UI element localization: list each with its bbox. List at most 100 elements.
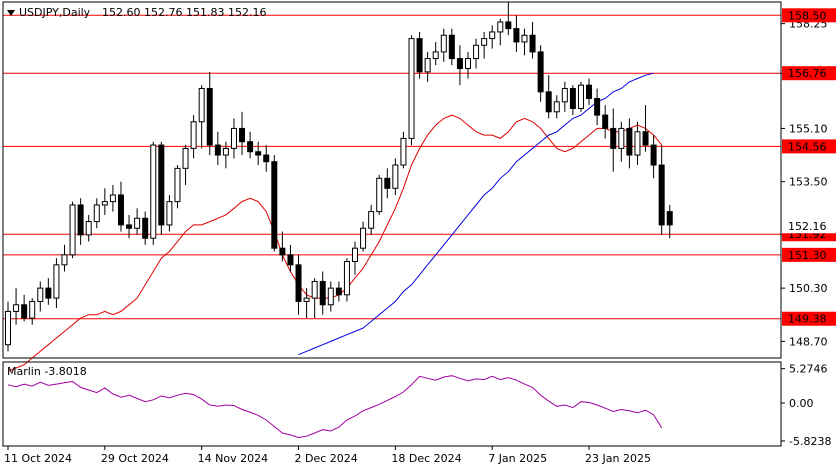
candle xyxy=(150,141,157,245)
candle xyxy=(384,168,391,199)
candle xyxy=(61,244,68,272)
candle xyxy=(424,51,431,82)
time-tick-label: 23 Jan 2025 xyxy=(585,452,651,465)
ohlc-values: 152.60 152.76 151.83 152.16 xyxy=(102,6,266,19)
candle-body xyxy=(408,38,415,139)
candle xyxy=(239,111,246,156)
candle-body xyxy=(545,91,552,113)
candle-body xyxy=(53,264,60,299)
candle xyxy=(53,258,60,309)
candle-body xyxy=(376,177,383,213)
candle xyxy=(295,254,302,315)
candle xyxy=(134,208,141,235)
oscillator-title: Marlin -3.8018 xyxy=(7,365,87,378)
candle-body xyxy=(432,51,439,60)
candle-body xyxy=(473,44,480,60)
candle xyxy=(279,231,286,262)
candle-body xyxy=(352,247,359,263)
candle xyxy=(319,271,326,315)
candle-body xyxy=(610,127,617,149)
candle-body xyxy=(642,131,649,146)
price-tick-label: 155.10 xyxy=(789,122,828,135)
candle xyxy=(464,51,471,79)
candle xyxy=(432,41,439,66)
candle xyxy=(222,141,229,169)
candle-body xyxy=(134,217,141,229)
candle xyxy=(21,294,28,322)
candle xyxy=(287,244,294,272)
candle-body xyxy=(198,88,205,123)
candle xyxy=(69,201,76,259)
candle xyxy=(352,241,359,275)
candle xyxy=(666,204,673,239)
candle-body xyxy=(384,177,391,189)
current-price-badge xyxy=(782,219,836,234)
candle xyxy=(626,118,633,169)
candle-body xyxy=(255,151,262,156)
candle-body xyxy=(553,101,560,113)
candle xyxy=(206,71,213,156)
candle xyxy=(360,221,367,252)
price-pane-border xyxy=(2,1,782,359)
candle-body xyxy=(239,127,246,143)
candle-body xyxy=(69,204,76,256)
candle xyxy=(497,18,504,46)
candle xyxy=(174,165,181,209)
chart-header: USDJPY,Daily 152.60 152.76 151.83 152.16 xyxy=(7,6,266,19)
candle-body xyxy=(214,144,221,156)
level-price-label: 158.50 xyxy=(788,9,827,22)
candle xyxy=(263,145,270,172)
candle-body xyxy=(37,287,44,302)
candle-body xyxy=(521,34,528,43)
oscillator-pane-border xyxy=(2,361,782,447)
candle xyxy=(117,181,124,232)
candle-body xyxy=(569,88,576,109)
oscillator-line xyxy=(7,375,663,439)
candle xyxy=(505,2,512,36)
dropdown-triangle-icon[interactable] xyxy=(7,10,15,16)
candle-body xyxy=(537,51,544,93)
candle xyxy=(642,105,649,152)
candle-body xyxy=(166,201,173,226)
candle xyxy=(545,75,552,119)
candle-body xyxy=(247,141,254,153)
candle-body xyxy=(158,144,165,226)
candle xyxy=(37,281,44,312)
level-price-label: 149.38 xyxy=(788,313,827,326)
candle-body xyxy=(45,287,52,299)
candle xyxy=(126,214,133,239)
candle-body xyxy=(424,58,431,73)
candle xyxy=(29,298,36,325)
candle-body xyxy=(13,304,20,312)
candle xyxy=(335,281,342,302)
candle xyxy=(230,118,237,159)
candle xyxy=(368,204,375,235)
candle xyxy=(255,141,262,166)
candle-body xyxy=(666,211,673,226)
candle xyxy=(561,81,568,112)
candle-body xyxy=(21,304,28,319)
candle xyxy=(198,85,205,149)
level-price-label: 154.56 xyxy=(788,140,827,153)
symbol-timeframe: USDJPY,Daily xyxy=(19,6,91,19)
candle-body xyxy=(29,300,36,319)
candle-body xyxy=(190,121,197,149)
candle-body xyxy=(448,34,455,60)
level-price-badge xyxy=(782,139,836,154)
candle-body xyxy=(464,58,471,70)
candle-body xyxy=(343,261,350,296)
candle-body xyxy=(577,84,584,109)
candle xyxy=(190,115,197,159)
candle xyxy=(602,105,609,139)
candle xyxy=(343,258,350,302)
candle-body xyxy=(634,131,641,156)
price-tick-label: 153.50 xyxy=(789,176,828,189)
candle xyxy=(569,85,576,116)
candle xyxy=(416,31,423,79)
candle xyxy=(440,28,447,62)
candle xyxy=(610,108,617,172)
candle xyxy=(142,211,149,245)
candle-body xyxy=(77,204,84,236)
